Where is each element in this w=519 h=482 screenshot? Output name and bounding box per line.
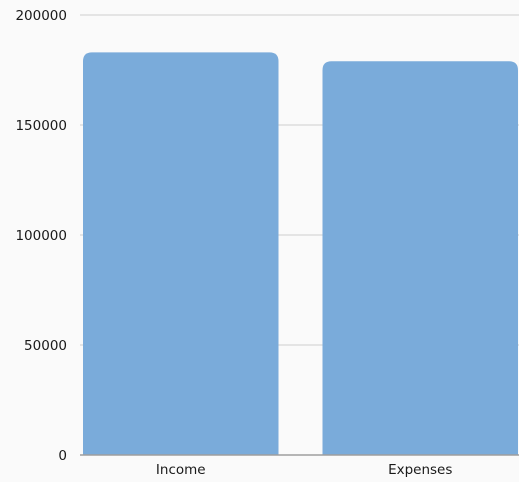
bar-income [83, 52, 279, 456]
y-tick-label: 200000 [15, 8, 67, 24]
y-tick-label: 50000 [24, 338, 67, 354]
x-tick-label: Expenses [388, 462, 452, 478]
y-tick-label: 150000 [15, 118, 67, 134]
x-tick-label: Income [156, 462, 206, 478]
y-tick-label: 100000 [15, 228, 67, 244]
bars [83, 52, 518, 456]
axes: 0 50000 100000 150000 200000 Income Expenses [15, 8, 519, 478]
y-tick-label: 0 [58, 448, 67, 464]
bar-expenses [322, 61, 518, 455]
